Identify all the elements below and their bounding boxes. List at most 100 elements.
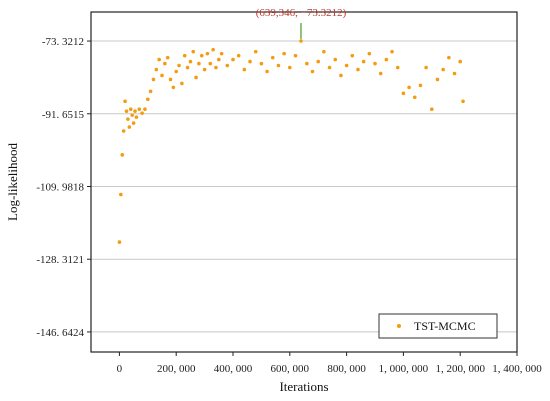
data-point-19: [154, 67, 159, 72]
data-point-39: [211, 47, 215, 52]
data-point-75: [407, 85, 411, 90]
data-point-38: [208, 61, 213, 66]
data-point-1: [119, 192, 123, 197]
data-point-7: [127, 125, 132, 129]
data-point-46: [242, 67, 247, 72]
data-point-83: [452, 71, 457, 76]
data-point-40: [214, 65, 218, 70]
x-tick-label-7: 1, 400, 000: [492, 363, 542, 375]
data-point-29: [182, 53, 187, 58]
data-point-31: [188, 59, 193, 64]
data-point-23: [165, 55, 170, 60]
legend: TST-MCMC: [378, 313, 498, 339]
data-point-18: [151, 77, 156, 82]
data-point-54: [288, 65, 292, 70]
y-tick-label-3: -128. 3121: [36, 254, 84, 266]
x-axis-title: Iterations: [279, 379, 328, 394]
data-point-20: [157, 57, 161, 62]
data-point-12: [134, 115, 139, 119]
data-point-63: [339, 73, 343, 78]
data-point-50: [265, 69, 269, 74]
data-point-65: [350, 53, 355, 58]
data-point-56: [299, 39, 303, 43]
data-point-11: [133, 109, 137, 113]
data-point-71: [384, 57, 389, 62]
legend-label: TST-MCMC: [414, 319, 476, 333]
data-point-74: [401, 91, 406, 96]
y-tick-label-4: -146. 6424: [36, 327, 84, 339]
data-point-79: [430, 107, 434, 111]
y-tick-label-1: -91. 6515: [42, 109, 85, 121]
y-tick-label-0: -73. 3212: [42, 36, 84, 48]
data-point-37: [205, 51, 210, 56]
data-point-44: [231, 57, 235, 62]
data-point-10: [131, 121, 136, 125]
data-point-84: [458, 59, 463, 64]
x-tick-label-3: 600, 000: [271, 363, 310, 375]
x-tick-label-4: 800, 000: [327, 363, 366, 375]
data-point-47: [248, 59, 252, 64]
data-point-73: [395, 65, 400, 70]
data-point-52: [276, 63, 281, 68]
data-point-55: [293, 53, 298, 58]
data-point-69: [373, 61, 377, 66]
legend-marker: [397, 324, 401, 328]
gridlines: [91, 40, 517, 333]
data-point-51: [270, 55, 275, 60]
annotation: (639,346, −73.3212): [256, 7, 347, 40]
data-point-22: [163, 61, 167, 66]
data-point-6: [126, 117, 130, 121]
data-point-85: [461, 99, 465, 104]
data-point-72: [390, 49, 394, 54]
data-point-13: [137, 107, 142, 111]
data-point-24: [168, 77, 173, 82]
annotation-label: (639,346, −73.3212): [256, 7, 347, 19]
data-point-60: [322, 49, 326, 54]
data-point-57: [305, 61, 309, 66]
data-point-34: [197, 61, 201, 66]
data-point-17: [148, 89, 153, 94]
x-tick-label-0: 0: [117, 363, 123, 375]
data-point-15: [143, 107, 147, 111]
data-point-53: [282, 51, 286, 56]
data-point-14: [140, 111, 144, 115]
x-tick-label-6: 1, 200, 000: [435, 363, 485, 375]
data-point-61: [327, 65, 332, 70]
x-tick-label-2: 400, 000: [214, 363, 253, 375]
data-point-64: [344, 63, 349, 68]
data-point-26: [174, 69, 178, 74]
y-tick-label-2: -109. 9818: [36, 181, 84, 193]
plot-frame: [90, 11, 518, 353]
data-point-30: [185, 65, 190, 70]
x-axis: 0 200, 000 400, 000 600, 000 800, 000 1, 000,…: [117, 352, 542, 375]
data-point-25: [171, 85, 176, 90]
data-point-0: [117, 240, 122, 244]
data-point-59: [316, 59, 321, 64]
data-point-2: [120, 153, 125, 157]
data-point-4: [123, 99, 127, 104]
data-point-27: [177, 63, 181, 68]
data-point-45: [236, 53, 241, 58]
data-point-33: [194, 75, 198, 80]
x-tick-label-1: 200, 000: [157, 363, 196, 375]
data-point-8: [128, 107, 133, 111]
data-point-70: [378, 71, 383, 76]
x-tick-label-5: 1, 000, 000: [379, 363, 429, 375]
data-point-81: [441, 67, 445, 72]
data-point-9: [130, 113, 134, 117]
data-point-28: [180, 81, 184, 86]
y-axis: -73. 3212 -91. 6515 -109. 9818 -128. 3121 -1…: [36, 36, 91, 339]
data-point-67: [361, 59, 366, 64]
data-point-78: [424, 65, 428, 70]
data-point-80: [435, 77, 440, 82]
data-point-68: [367, 51, 372, 56]
data-point-36: [202, 67, 207, 72]
data-point-5: [124, 109, 129, 113]
data-point-41: [217, 57, 221, 62]
data-point-82: [447, 55, 451, 60]
y-axis-title: Log-likelihood: [5, 143, 20, 221]
data-point-76: [412, 95, 417, 100]
data-point-66: [356, 67, 360, 72]
